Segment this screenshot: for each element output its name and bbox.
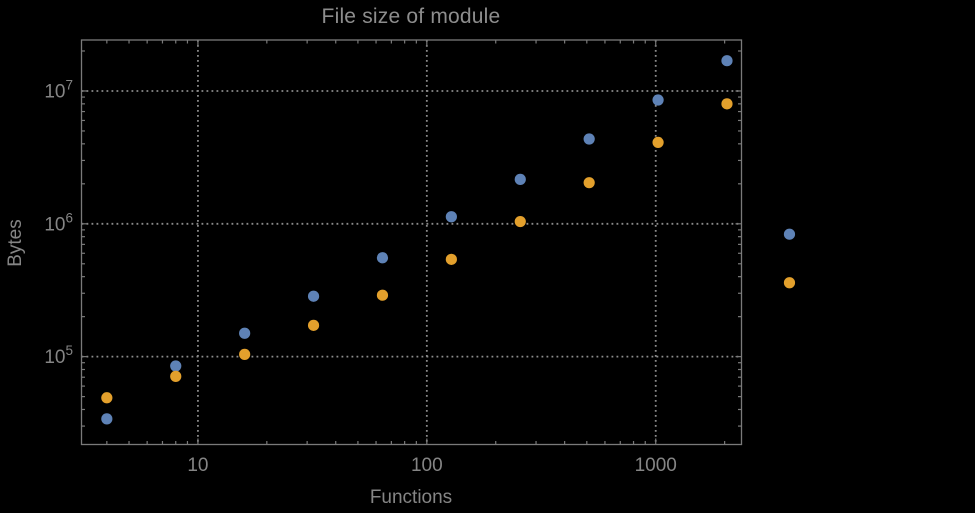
plot-frame	[80, 39, 743, 446]
point-blue-series-x256	[514, 173, 526, 185]
x-tick-label-1000: 1000	[635, 455, 677, 476]
x-tick-label-10: 10	[187, 455, 208, 476]
point-orange-series-x16	[239, 348, 251, 360]
x-axis-label: Functions	[369, 487, 453, 508]
point-orange-series-x8	[170, 370, 182, 382]
point-orange-series-x512	[583, 177, 595, 189]
point-orange-series-x1024	[652, 136, 664, 149]
chart-title: File size of module	[321, 5, 501, 28]
point-blue-series-x8	[170, 360, 182, 372]
point-blue-series-x32	[307, 290, 320, 302]
x-tick-label-100: 100	[411, 455, 443, 476]
point-orange-series-x32	[307, 319, 320, 331]
point-orange-series-x3840	[783, 277, 796, 289]
y-axis-label: Bytes	[5, 219, 26, 267]
y-tick-label-1e6: 106	[44, 210, 73, 235]
point-orange-series-x64	[376, 289, 389, 301]
point-orange-series-x128	[445, 253, 457, 265]
point-blue-series-x1024	[652, 94, 664, 106]
point-orange-series-x256	[514, 215, 526, 228]
y-tick-label-1e5: 105	[44, 343, 73, 368]
y-tick-label-1e7: 107	[44, 77, 73, 102]
point-blue-series-x2048	[721, 55, 733, 67]
point-orange-series-x4	[101, 392, 113, 404]
point-blue-series-x512	[583, 133, 595, 145]
point-blue-series-x3840	[783, 228, 796, 240]
point-orange-series-x2048	[721, 98, 733, 110]
point-blue-series-x128	[445, 211, 457, 223]
point-blue-series-x64	[376, 252, 389, 264]
point-blue-series-x4	[101, 413, 113, 425]
point-blue-series-x16	[239, 327, 251, 339]
